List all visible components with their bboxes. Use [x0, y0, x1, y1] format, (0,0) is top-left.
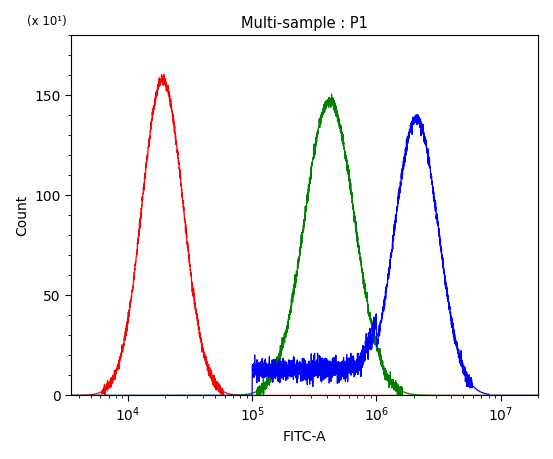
Title: Multi-sample : P1: Multi-sample : P1 — [241, 16, 368, 31]
X-axis label: FITC-A: FITC-A — [283, 430, 326, 444]
Y-axis label: Count: Count — [15, 195, 29, 236]
Text: (x 10¹): (x 10¹) — [27, 15, 67, 28]
